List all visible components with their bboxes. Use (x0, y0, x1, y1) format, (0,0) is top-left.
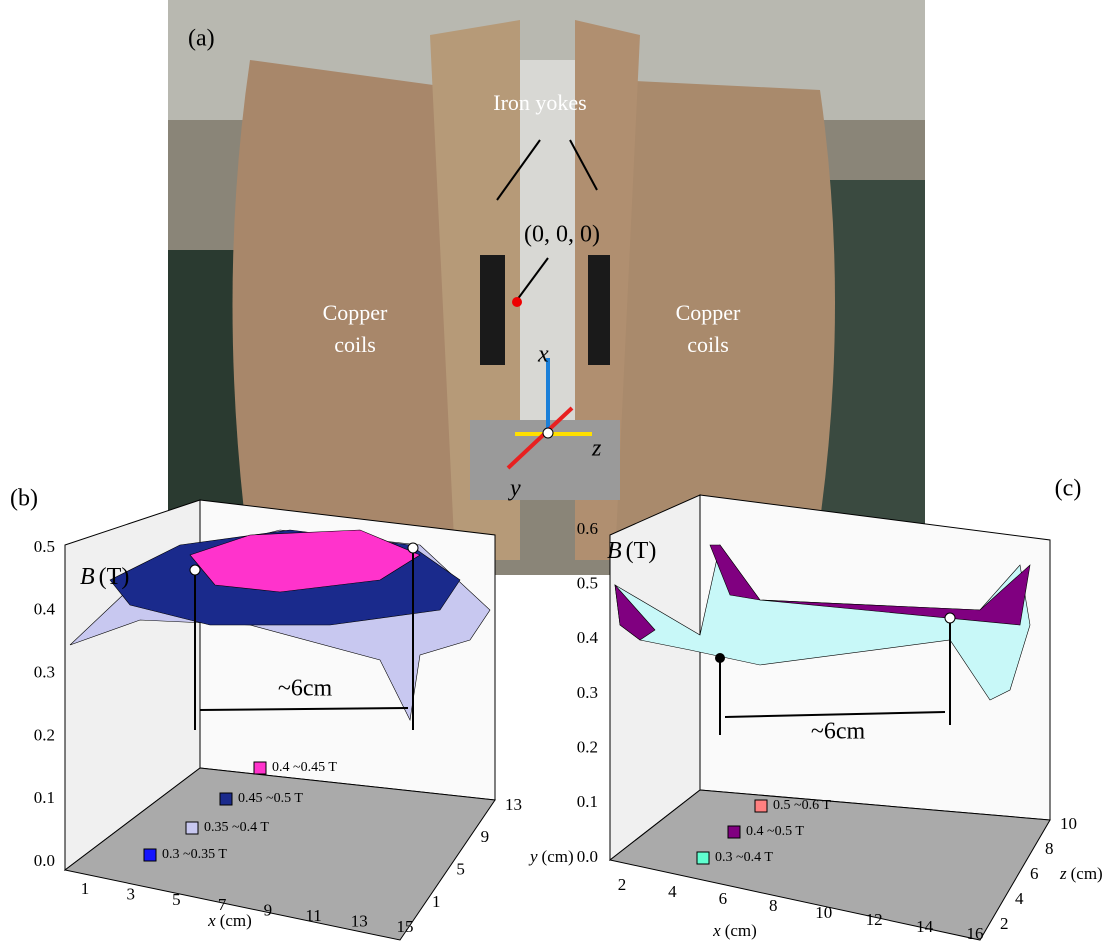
legend-swatch (253, 761, 267, 775)
tick-label: 2 (618, 875, 627, 894)
tick-label: 2 (1000, 914, 1009, 933)
legend-swatch (754, 799, 768, 813)
legend-label: 0.3 ~0.4 T (715, 850, 773, 865)
marker (189, 564, 201, 576)
tick-label: 1 (81, 879, 90, 898)
legend-label: 0.3 ~0.35 T (162, 847, 227, 862)
tick-label: 0.3 (577, 683, 598, 702)
axis-symbol: x (207, 911, 216, 930)
axis-label: y (508, 476, 521, 502)
marker (715, 653, 725, 663)
surface-b (69, 529, 491, 721)
tick-label: 10 (1060, 814, 1077, 833)
tick-label: 8 (1045, 839, 1054, 858)
tick-label: 15 (397, 917, 414, 936)
panel-c-box (608, 494, 1051, 941)
axis-symbol: B (607, 538, 622, 564)
tick-label: 0.5 (577, 574, 598, 593)
axis-unit: (T) (626, 538, 657, 564)
legend-swatch (185, 821, 199, 835)
distance-label: ~6cm (811, 719, 866, 745)
axis-title: B (T) (607, 538, 656, 564)
tick-label: 0.5 (34, 537, 55, 556)
legend-label: 0.45 ~0.5 T (238, 791, 303, 806)
tick-label: 9 (264, 901, 273, 920)
tick-label: 3 (126, 884, 135, 903)
axis-unit: (T) (99, 564, 130, 590)
legend-swatch (143, 848, 157, 862)
axis-label: z (591, 436, 602, 462)
axis-symbol: z (1059, 864, 1067, 883)
tick-label: 0.1 (34, 788, 55, 807)
tick-label: 0.2 (577, 738, 598, 757)
tick-label: 14 (916, 917, 934, 936)
tick-label: 1 (432, 892, 441, 911)
annotation: Iron yokes (493, 90, 586, 115)
tick-label: 13 (505, 795, 522, 814)
axis-symbol: y (528, 847, 538, 866)
panel-label: (b) (10, 486, 38, 512)
axis-title: z (cm) (1059, 864, 1103, 883)
tick-label: 13 (351, 911, 368, 930)
legend-label: 0.5 ~0.6 T (773, 798, 831, 813)
annotation: Copper coils (323, 300, 388, 357)
annotation: (0, 0, 0) (524, 222, 600, 248)
tick-label: 12 (866, 910, 883, 929)
legend-swatch (696, 851, 710, 865)
axis-unit: (cm) (725, 921, 757, 940)
axis-title: y (cm) (528, 847, 574, 866)
tick-label: 11 (305, 906, 321, 925)
tick-label: 16 (967, 924, 984, 943)
panel-label: (a) (188, 26, 215, 52)
tick-label: 4 (1015, 889, 1024, 908)
tick-label: 0.2 (34, 725, 55, 744)
tick-label: 9 (481, 827, 490, 846)
axis-title: B (T) (80, 564, 129, 590)
marker (407, 542, 419, 554)
axis-unit: (cm) (542, 847, 574, 866)
photo (168, 0, 925, 575)
surface-c (614, 544, 1031, 701)
marker (944, 612, 956, 624)
tick-label: 0.3 (34, 663, 55, 682)
tick-label: 0.1 (577, 792, 598, 811)
axis-symbol: B (80, 564, 95, 590)
axis-title: x (cm) (712, 921, 757, 940)
tick-label: 6 (1030, 864, 1039, 883)
legend-label: 0.4 ~0.5 T (746, 824, 804, 839)
axis-symbol: x (712, 921, 721, 940)
tick-label: 4 (668, 882, 677, 901)
markers (194, 550, 951, 735)
distance-label: ~6cm (278, 676, 333, 702)
tick-label: 0.4 (577, 628, 599, 647)
axis-label: x (537, 342, 549, 368)
tick-label: 0.6 (577, 519, 598, 538)
tick-label: 5 (172, 890, 181, 909)
tick-label: 8 (769, 896, 778, 915)
tick-label: 5 (456, 860, 465, 879)
annotation: Copper coils (676, 300, 741, 357)
legend-swatch (219, 792, 233, 806)
tick-label: 10 (815, 903, 832, 922)
axis-unit: (cm) (1071, 864, 1103, 883)
tick-label: 0.4 (34, 600, 56, 619)
tick-label: 6 (719, 889, 728, 908)
tick-label: 0.0 (577, 847, 598, 866)
tick-label: 7 (218, 895, 227, 914)
tick-label: 0.0 (34, 851, 55, 870)
legend-swatch (727, 825, 741, 839)
legend-label: 0.4 ~0.45 T (272, 760, 337, 775)
legend-label: 0.35 ~0.4 T (204, 820, 269, 835)
axis-unit: (cm) (220, 911, 252, 930)
panel-label: (c) (1055, 476, 1082, 502)
axis-title: x (cm) (207, 911, 252, 930)
